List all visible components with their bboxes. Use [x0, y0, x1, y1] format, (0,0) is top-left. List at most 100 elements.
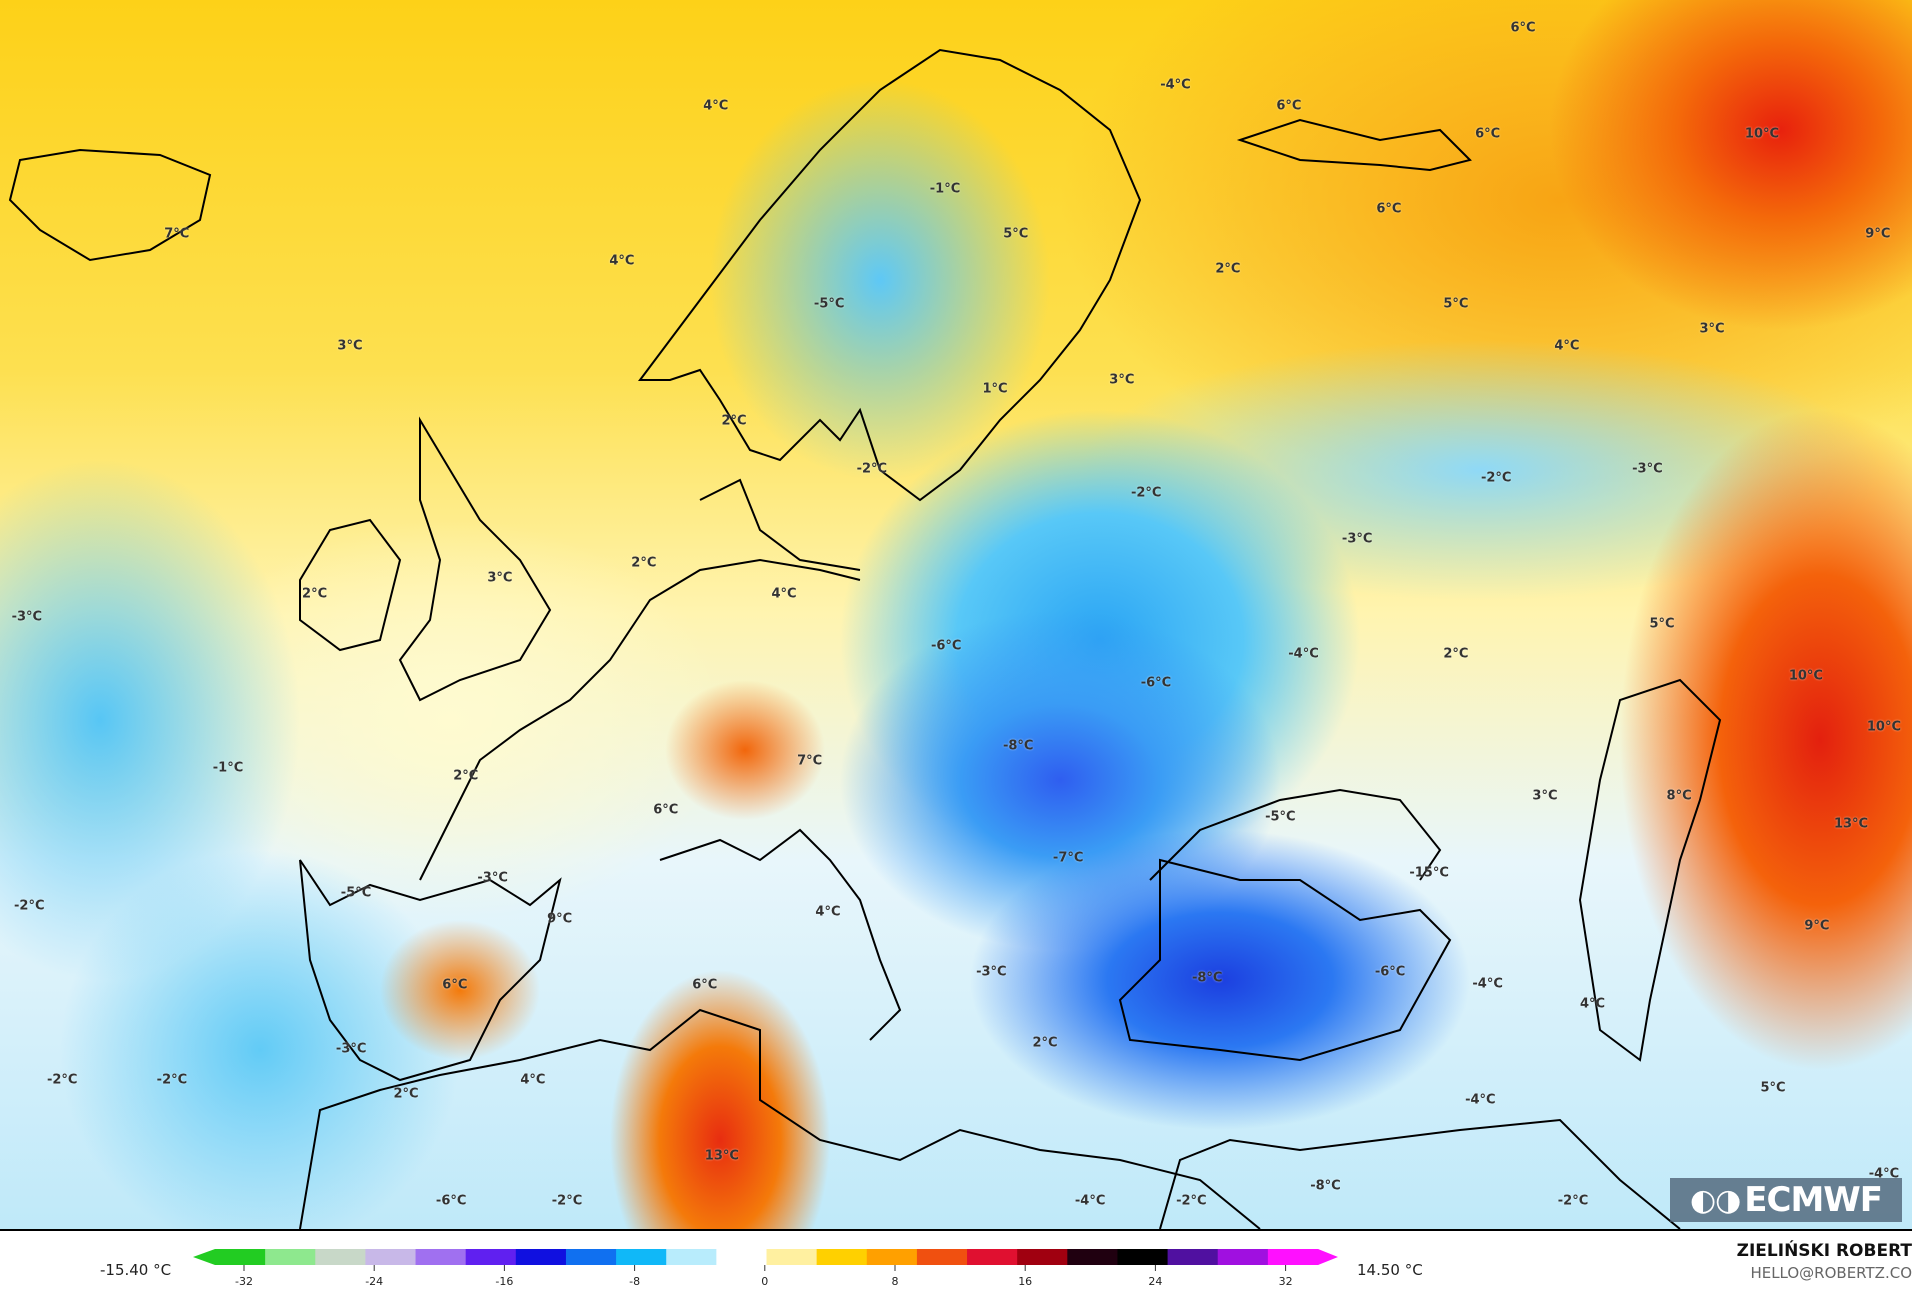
temperature-label: 6°C	[692, 977, 718, 993]
temperature-label: 13°C	[704, 1148, 739, 1164]
temperature-label: 2°C	[453, 768, 479, 784]
temperature-label: 4°C	[520, 1072, 546, 1088]
temperature-label: -6°C	[1140, 675, 1172, 691]
temperature-label: 6°C	[653, 802, 679, 818]
temperature-label: -8°C	[1310, 1178, 1341, 1194]
temperature-label: 1°C	[982, 381, 1008, 397]
colorbar-segment	[716, 1249, 767, 1265]
temperature-label: 4°C	[771, 586, 797, 602]
colorbar-tick-label: 24	[1148, 1275, 1163, 1288]
temperature-label: -3°C	[335, 1041, 367, 1057]
colorbar-segment	[365, 1249, 417, 1265]
temperature-label: -4°C	[1160, 77, 1191, 93]
temperature-label: -3°C	[1341, 531, 1373, 547]
temperature-label: 5°C	[1003, 226, 1029, 242]
colorbar-tick-label: 8	[891, 1275, 899, 1288]
temperature-label: 6°C	[1510, 20, 1536, 36]
temperature-label: 3°C	[1699, 321, 1725, 337]
colorbar-tick-label: -32	[235, 1275, 253, 1288]
temperature-label: 2°C	[302, 586, 328, 602]
temperature-label: 9°C	[547, 911, 573, 927]
temperature-label: 2°C	[1443, 646, 1469, 662]
temperature-label: 2°C	[1215, 261, 1241, 277]
colorbar-tick-label: 0	[761, 1275, 769, 1288]
temperature-label: 4°C	[1554, 338, 1580, 354]
temperature-label: 6°C	[1376, 201, 1402, 216]
colorbar-segment	[265, 1249, 316, 1265]
ecmwf-logo: ◐◑ ECMWF	[1670, 1178, 1902, 1222]
temperature-label: 10°C	[1866, 719, 1902, 735]
colorbar-segment	[1117, 1249, 1169, 1265]
temperature-label: -5°C	[813, 296, 845, 312]
temperature-label: -1°C	[212, 760, 244, 776]
colorbar-segment	[215, 1249, 266, 1265]
temperature-label: -6°C	[435, 1193, 467, 1209]
temperature-label: -15°C	[1409, 865, 1449, 881]
temperature-label: -5°C	[340, 885, 372, 901]
colorbar-segment	[315, 1249, 366, 1265]
colorbar-tick-label: -16	[495, 1275, 514, 1288]
temperature-label: 4°C	[815, 904, 841, 920]
temperature-label: 6°C	[442, 977, 468, 993]
colorbar-tick-label: 16	[1018, 1275, 1033, 1288]
temperature-label: -2°C	[551, 1193, 583, 1209]
temperature-label: 9°C	[1804, 918, 1830, 933]
temperature-label: 3°C	[487, 570, 513, 586]
colorbar-segment	[816, 1249, 868, 1265]
colorbar-segment	[1017, 1249, 1068, 1265]
temperature-label: 9°C	[1865, 226, 1891, 242]
temperature-label: 10°C	[1788, 668, 1823, 684]
temperature-label: 4°C	[1579, 996, 1606, 1012]
colorbar-segment	[415, 1249, 467, 1265]
temperature-label: 3°C	[337, 338, 363, 354]
colorbar-min-arrow	[193, 1249, 215, 1265]
temperature-label: 5°C	[1443, 296, 1469, 312]
colorbar-min-label: -15.40 °C	[100, 1261, 172, 1279]
temperature-label: 3°C	[1109, 372, 1135, 388]
colorbar-tick-label: -8	[629, 1275, 641, 1288]
temperature-label: -8°C	[1002, 738, 1034, 754]
temperature-label: 2°C	[393, 1086, 419, 1102]
temperature-label: -7°C	[1052, 850, 1084, 866]
temperature-label: 10°C	[1744, 126, 1780, 142]
temperature-label: 4°C	[609, 253, 635, 269]
colorbar-max-arrow	[1318, 1249, 1338, 1265]
temperature-label: -6°C	[930, 638, 962, 654]
temperature-label: -3°C	[976, 964, 1007, 980]
logo-text: ECMWF	[1744, 1180, 1883, 1220]
temperature-label: -2°C	[1480, 470, 1512, 486]
colorbar-max-label: 14.50 °C	[1357, 1261, 1423, 1279]
colorbar-segment	[465, 1249, 517, 1265]
colorbar-segment	[766, 1249, 818, 1265]
temperature-label: -4°C	[1074, 1193, 1106, 1209]
temperature-label: -3°C	[11, 609, 43, 625]
colorbar-segment	[1167, 1249, 1219, 1265]
temperature-label: 6°C	[1475, 126, 1501, 142]
temperature-label: 2°C	[631, 555, 657, 571]
temperature-label: -2°C	[1557, 1193, 1589, 1209]
temperature-label: 4°C	[703, 98, 729, 114]
colorbar-legend: -15.40 °C -32 -24 -16 -8 0 8 16 24 32 14.50 °C Z…	[0, 1229, 1912, 1289]
colorbar-segment	[1067, 1249, 1118, 1265]
temperature-label: -4°C	[1288, 646, 1319, 662]
colorbar-segment	[967, 1249, 1018, 1265]
colorbar-segment	[515, 1249, 567, 1265]
colorbar-segment	[1217, 1249, 1269, 1265]
colorbar-segment	[616, 1249, 667, 1265]
author-email: HELLO@ROBERTZ.CO	[1750, 1264, 1912, 1282]
author-credit: ZIELIŃSKI ROBERT	[1736, 1241, 1912, 1261]
temperature-label: 5°C	[1760, 1080, 1786, 1096]
temperature-label: -2°C	[46, 1072, 78, 1088]
colorbar-segment	[866, 1249, 918, 1265]
temperature-label: -2°C	[14, 898, 45, 914]
temperature-label: -3°C	[1632, 461, 1663, 477]
temperature-label: 6°C	[1276, 98, 1302, 114]
temperature-label: -8°C	[1191, 970, 1223, 986]
colorbar-tick-label: -24	[365, 1275, 384, 1288]
coastlines	[8, 48, 1722, 1229]
colorbar-segment	[565, 1249, 617, 1265]
colorbar-tick-label: 32	[1278, 1275, 1293, 1288]
temperature-label: -2°C	[1130, 485, 1162, 501]
colorbar-segment	[916, 1249, 968, 1265]
temperature-label: -5°C	[1265, 809, 1296, 825]
